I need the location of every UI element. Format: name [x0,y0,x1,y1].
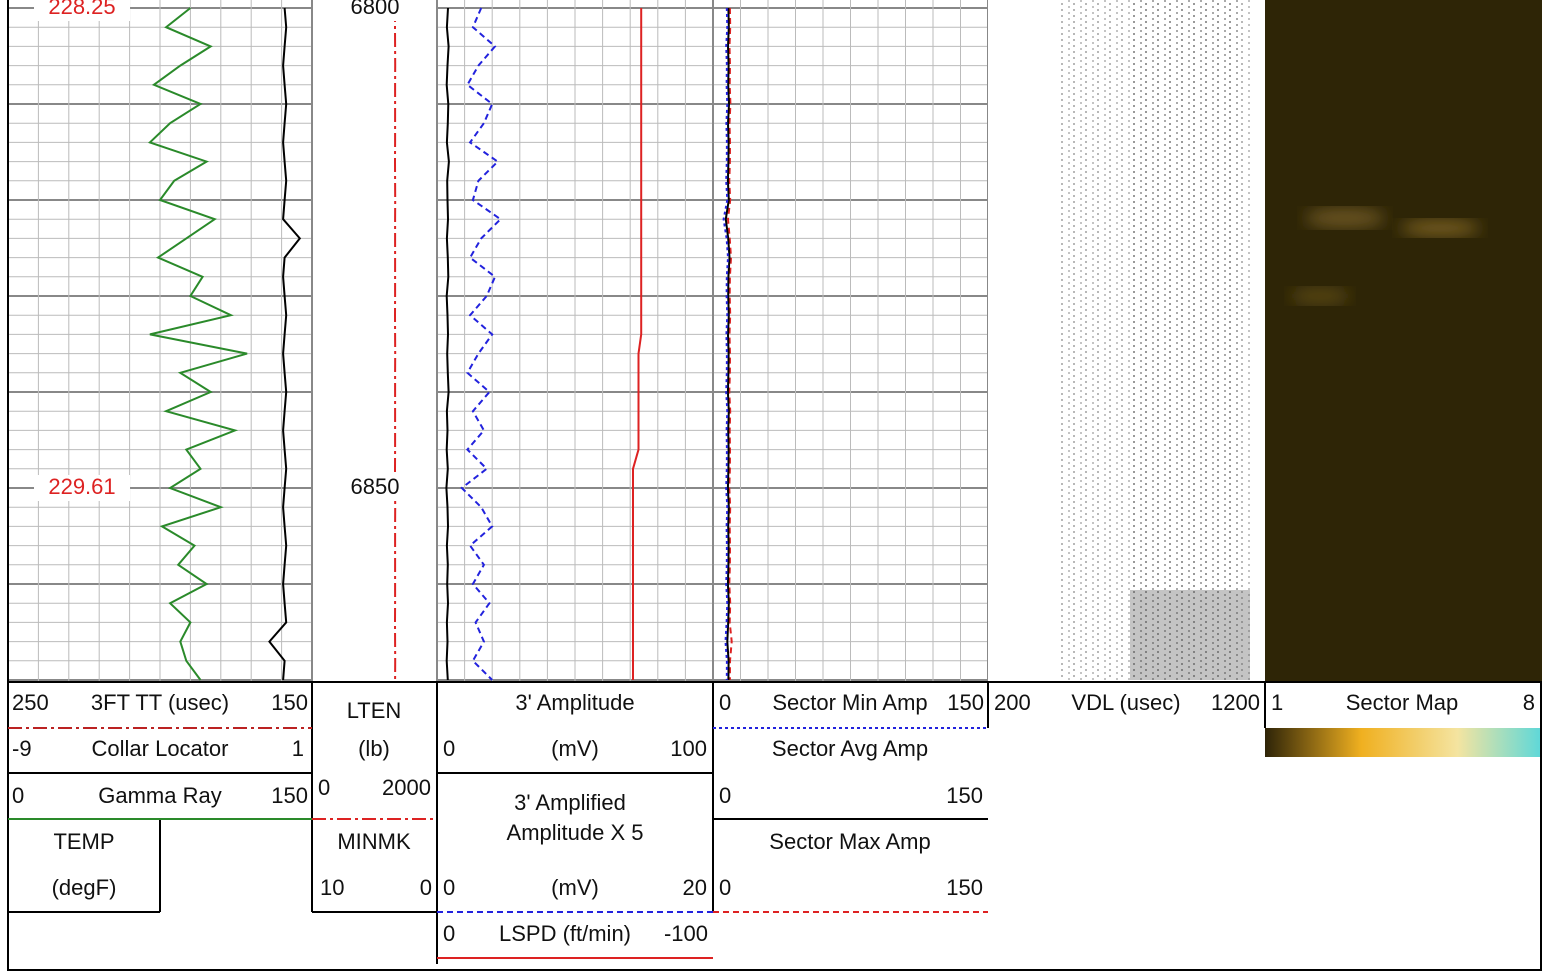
sector-map-image [1265,0,1542,682]
curve-name: VDL (usec) [1071,690,1180,715]
scale-left: 200 [994,690,1031,715]
curve-name: Sector Min Amp [772,690,927,715]
scale-right: 150 [271,690,308,715]
temp-label-bg [34,0,130,21]
curve-name: 3FT TT (usec) [91,690,229,715]
curve-unit: (lb) [358,736,390,761]
amplitude-curve [445,7,450,681]
scale-left: 0 [443,921,455,946]
curve-name: Sector Map [1346,690,1459,715]
scale-left: 1 [1271,690,1283,715]
scale-left: 250 [12,690,49,715]
scale-right: 1 [292,736,304,761]
curves [148,7,733,681]
vdl-image [988,0,1265,682]
scale-right: 150 [946,783,983,808]
temp-label-bg [34,475,130,501]
curve-name: MINMK [337,829,411,854]
curve-name: Sector Max Amp [769,829,930,854]
scale-right: -100 [664,921,708,946]
curve-name: LTEN [347,698,402,723]
collar-locator-curve [268,7,302,681]
sector-avg-curve [724,7,731,681]
scale-left: 0 [12,783,24,808]
scale-left: 0 [719,875,731,900]
scale-left: 0 [719,690,731,715]
curve-name: TEMP [53,829,114,854]
scale-left: 10 [320,875,344,900]
depth-label: 6850 [351,474,400,499]
scale-left: 0 [443,875,455,900]
scale-right: 2000 [382,775,431,800]
depth-label: 6800 [351,0,400,19]
scale-right: 0 [420,875,432,900]
depth-label-bg [340,475,410,501]
curve-name: Collar Locator [92,736,229,761]
curve-unit: (degF) [52,875,117,900]
sector-min-curve [722,7,730,681]
gamma-ray-curve [148,7,248,681]
curve-unit: (mV) [551,736,599,761]
depth-labels: 6800 228.25 6850 229.61 [34,0,410,501]
header [7,681,1542,971]
scale-left: 0 [443,736,455,761]
curve-name: 3' Amplified [514,790,626,815]
amplified-curve [460,7,503,681]
scale-right: 150 [947,690,984,715]
curve-name: LSPD (ft/min) [499,921,631,946]
scale-right: 8 [1523,690,1535,715]
scale-right: 150 [271,783,308,808]
scale-right: 20 [683,875,707,900]
curve-name: Sector Avg Amp [772,736,928,761]
curve-name: Gamma Ray [98,783,221,808]
header-text: 250 3FT TT (usec) 150 -9 Collar Locator … [12,690,1535,946]
curve-name: 3' Amplitude [515,690,634,715]
scale-left: 0 [719,783,731,808]
scale-left: 0 [318,775,330,800]
scale-right: 1200 [1211,690,1260,715]
sector-max-curve [726,7,733,681]
curve-unit: (mV) [551,875,599,900]
scale-right: 150 [946,875,983,900]
scale-left: -9 [12,736,32,761]
lspd-curve [632,8,643,680]
temp-label: 228.25 [48,0,115,19]
temp-label: 229.61 [48,474,115,499]
curve-name: Amplitude X 5 [507,820,644,845]
depth-label-bg [340,0,410,21]
scale-right: 100 [670,736,707,761]
